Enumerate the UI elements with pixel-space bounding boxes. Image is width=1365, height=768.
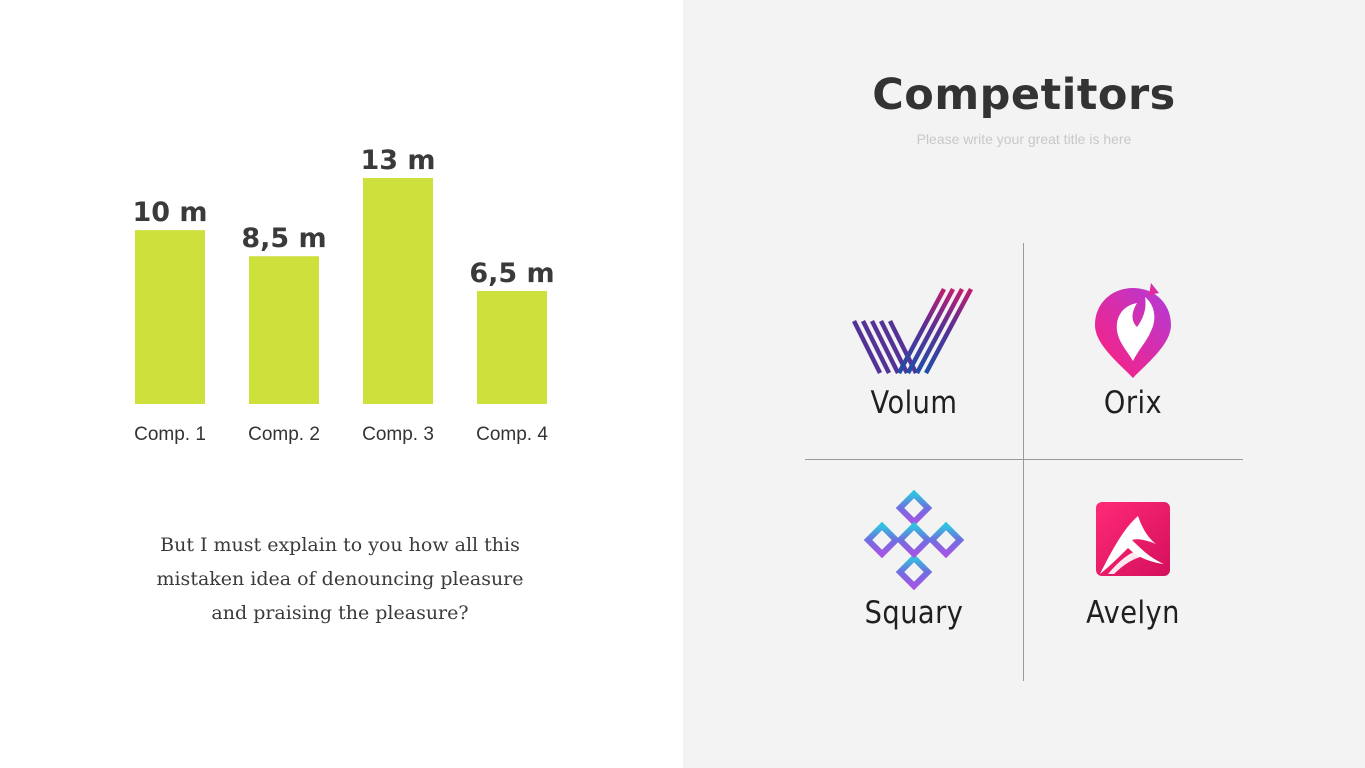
description-line-1: But I must explain to you how all this	[160, 534, 520, 556]
bar-value-label-3: 13 m	[360, 145, 435, 176]
right-panel	[683, 0, 1365, 768]
competitor-card-squary: Squary	[805, 460, 1023, 678]
bar-2	[249, 256, 319, 404]
competitor-name-orix: Orix	[1103, 385, 1163, 421]
page-subtitle: Please write your great title is here	[916, 131, 1132, 147]
left-panel: 10 m Comp. 1 8,5 m Comp. 2 13 m Comp. 3 6,5 m C…	[110, 145, 570, 630]
competitor-name-avelyn: Avelyn	[1086, 595, 1180, 631]
competitor-name-squary: Squary	[864, 595, 964, 631]
category-label-4: Comp. 4	[476, 424, 548, 445]
bar-value-label-1: 10 m	[132, 197, 207, 228]
category-label-3: Comp. 3	[362, 424, 434, 445]
competitor-card-orix: Orix	[1024, 241, 1242, 459]
bar-value-label-4: 6,5 m	[469, 258, 554, 289]
description-text: But I must explain to you how all this m…	[110, 528, 570, 630]
avelyn-logo-icon	[1096, 502, 1170, 576]
bar-value-label-2: 8,5 m	[241, 223, 326, 254]
squary-logo-icon	[863, 489, 965, 591]
description-line-3: and praising the pleasure?	[211, 602, 469, 624]
description-line-2: mistaken idea of denouncing pleasure	[156, 568, 524, 590]
page-title: Competitors	[872, 70, 1176, 120]
volum-logo-icon	[852, 287, 973, 375]
competitor-name-volum: Volum	[870, 385, 958, 421]
bar-1	[135, 230, 205, 404]
competitor-card-avelyn: Avelyn	[1024, 460, 1242, 678]
bar-3	[363, 178, 433, 404]
competitor-card-volum: Volum	[805, 241, 1023, 459]
category-label-1: Comp. 1	[134, 424, 206, 445]
orix-logo-icon	[1095, 283, 1171, 378]
bar-chart: 10 m Comp. 1 8,5 m Comp. 2 13 m Comp. 3 6,5 m C…	[132, 145, 554, 445]
grid-divider-vertical	[1023, 243, 1024, 681]
grid-divider-horizontal	[805, 459, 1243, 460]
bar-4	[477, 291, 547, 404]
category-label-2: Comp. 2	[248, 424, 320, 445]
